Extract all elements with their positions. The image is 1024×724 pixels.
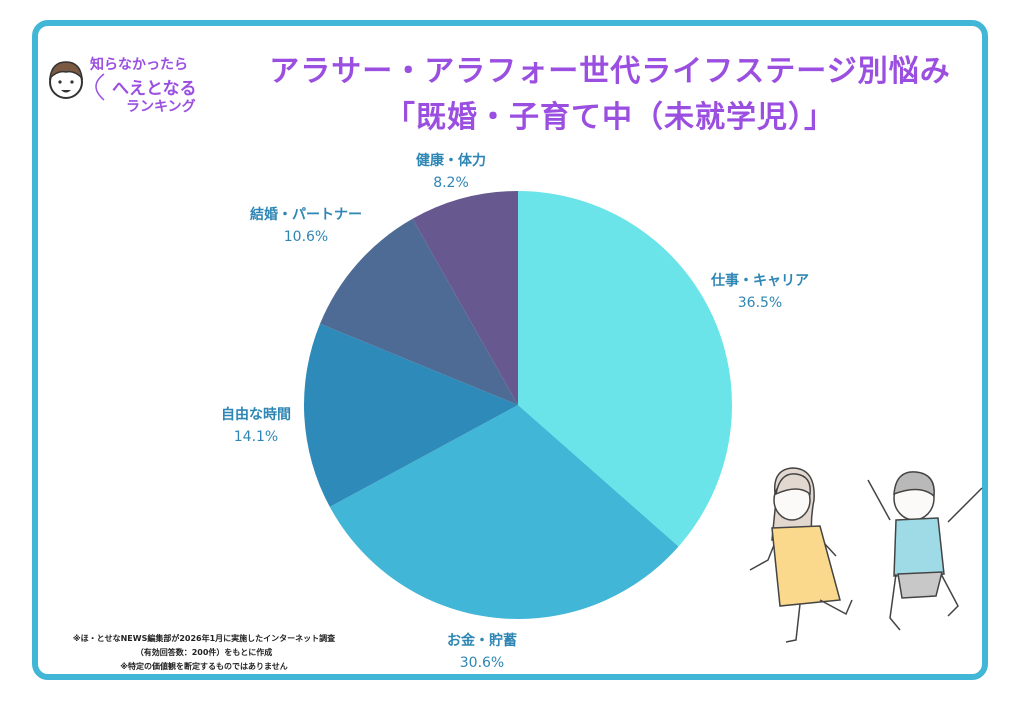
girl-icon <box>749 467 853 643</box>
slice-label-value: 8.2% <box>433 175 469 191</box>
slice-label-value: 30.6% <box>459 655 505 671</box>
slice-label-text: 仕事・キャリア <box>711 273 809 289</box>
pie-slice-marriage <box>320 218 518 405</box>
slice-label-value: 10.6% <box>283 229 329 245</box>
pie-slice-free-time <box>303 323 518 507</box>
slice-label-value: 36.5% <box>737 295 783 311</box>
slice-label-text: 自由な時間 <box>221 407 291 423</box>
slice-label-text: 健康・体力 <box>416 153 486 169</box>
chart-title: アラサー・アラフォー世代ライフステージ別悩み <box>269 54 951 89</box>
badge-line-2: へえとなる <box>112 79 197 99</box>
pie-slice-career <box>518 191 732 547</box>
footnote-line-3: ※特定の価値観を断定するものではありません <box>120 662 288 671</box>
pie-slice-money <box>329 405 679 619</box>
slice-label-career: 仕事・キャリア 36.5% <box>711 270 809 314</box>
slice-label-health: 健康・体力 8.2% <box>416 150 486 194</box>
slice-label-text: 結婚・パートナー <box>250 207 362 223</box>
footnote: ※ほ・とせなNEWS編集部が2026年1月に実施したインターネット調査 （有効回… <box>54 632 354 674</box>
slice-label-money: お金・貯蓄 30.6% <box>447 630 517 674</box>
footnote-line-1: ※ほ・とせなNEWS編集部が2026年1月に実施したインターネット調査 <box>72 634 336 643</box>
badge-arc-icon <box>95 73 105 101</box>
footnote-line-2: （有効回答数：200件）をもとに作成 <box>135 648 273 657</box>
slice-label-text: お金・貯蓄 <box>447 633 517 649</box>
chart-subtitle: 「既婚・子育て中（未就学児）」 <box>385 100 835 135</box>
boy-face-icon <box>48 61 84 99</box>
badge-line-3: ランキング <box>126 99 196 115</box>
slice-label-value: 14.1% <box>233 429 279 445</box>
pie-slice-health <box>412 191 518 405</box>
slice-label-marriage: 結婚・パートナー 10.6% <box>250 204 362 248</box>
slice-label-free-time: 自由な時間 14.1% <box>221 404 291 448</box>
badge-line-1: 知らなかったら <box>90 57 188 73</box>
boy-icon <box>867 471 983 631</box>
